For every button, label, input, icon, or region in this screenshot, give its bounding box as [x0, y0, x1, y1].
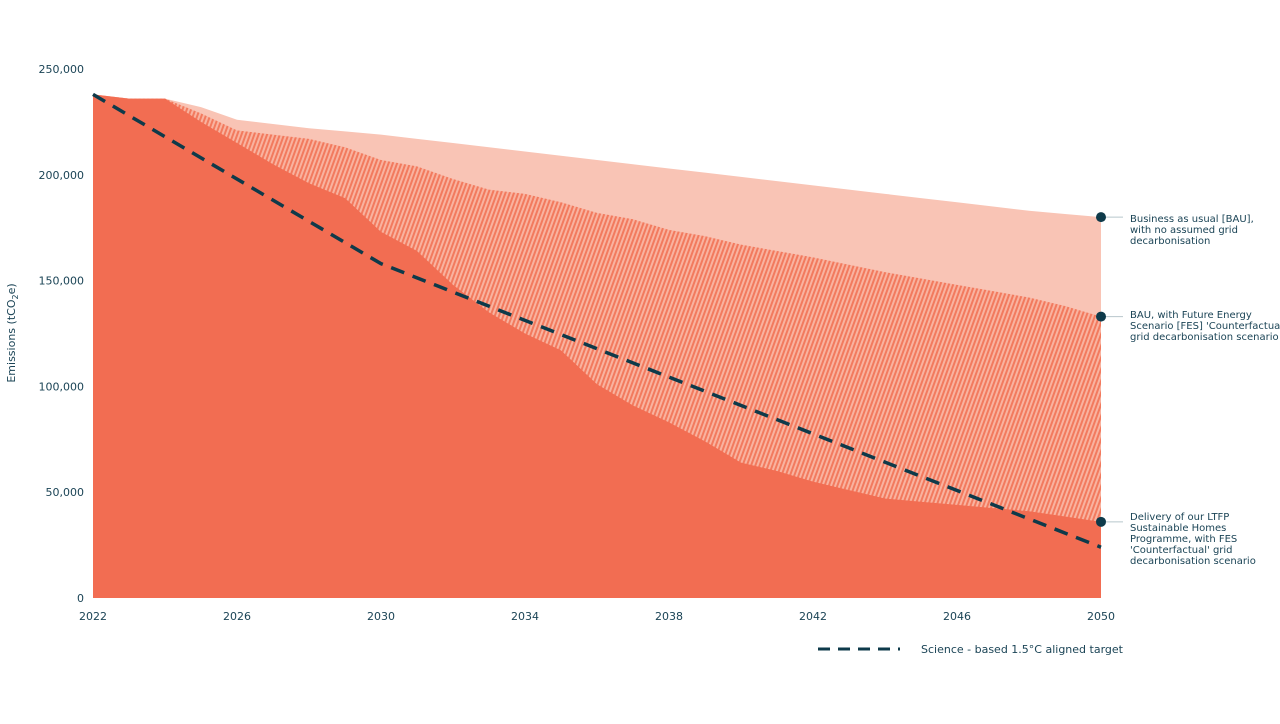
target-legend-label: Science - based 1.5°C aligned target: [921, 643, 1124, 656]
series-label-0: Business as usual [BAU], with no assumed …: [1130, 214, 1254, 247]
x-tick-label: 2034: [511, 610, 539, 623]
target-legend: Science - based 1.5°C aligned target: [818, 643, 1124, 656]
target-line: [92, 92, 1102, 549]
y-tick-label: 100,000: [39, 380, 85, 393]
areas: [92, 92, 1102, 598]
series-end-marker: [1096, 311, 1106, 322]
y-tick-label: 250,000: [39, 63, 85, 76]
series-label-2: Delivery of our LTFP Sustainable Homes Pro…: [1130, 512, 1256, 567]
series-area-2: [93, 94, 1101, 598]
y-tick-label: 0: [77, 592, 84, 605]
x-tick-label: 2046: [943, 610, 971, 623]
series-label-1: BAU, with Future Energy Scenario [FES] 'C…: [1130, 310, 1280, 343]
series-end-marker: [1096, 212, 1106, 223]
x-tick-label: 2022: [79, 610, 107, 623]
x-tick-label: 2026: [223, 610, 251, 623]
x-tick-label: 2030: [367, 610, 395, 623]
axes: 2022 2026 2030 2034 2038 2042 2046 2050 0 50,000 1…: [39, 63, 1116, 623]
annotations: Business as usual [BAU], with no assumed …: [1096, 212, 1280, 567]
y-tick-label: 200,000: [39, 169, 85, 182]
x-tick-label: 2050: [1087, 610, 1115, 623]
y-axis-label: Emissions (tCO2e): [5, 283, 20, 382]
y-tick-label: 150,000: [39, 275, 85, 288]
x-tick-label: 2042: [799, 610, 827, 623]
x-tick-label: 2038: [655, 610, 683, 623]
series-end-marker: [1096, 516, 1106, 527]
y-tick-label: 50,000: [46, 486, 85, 499]
